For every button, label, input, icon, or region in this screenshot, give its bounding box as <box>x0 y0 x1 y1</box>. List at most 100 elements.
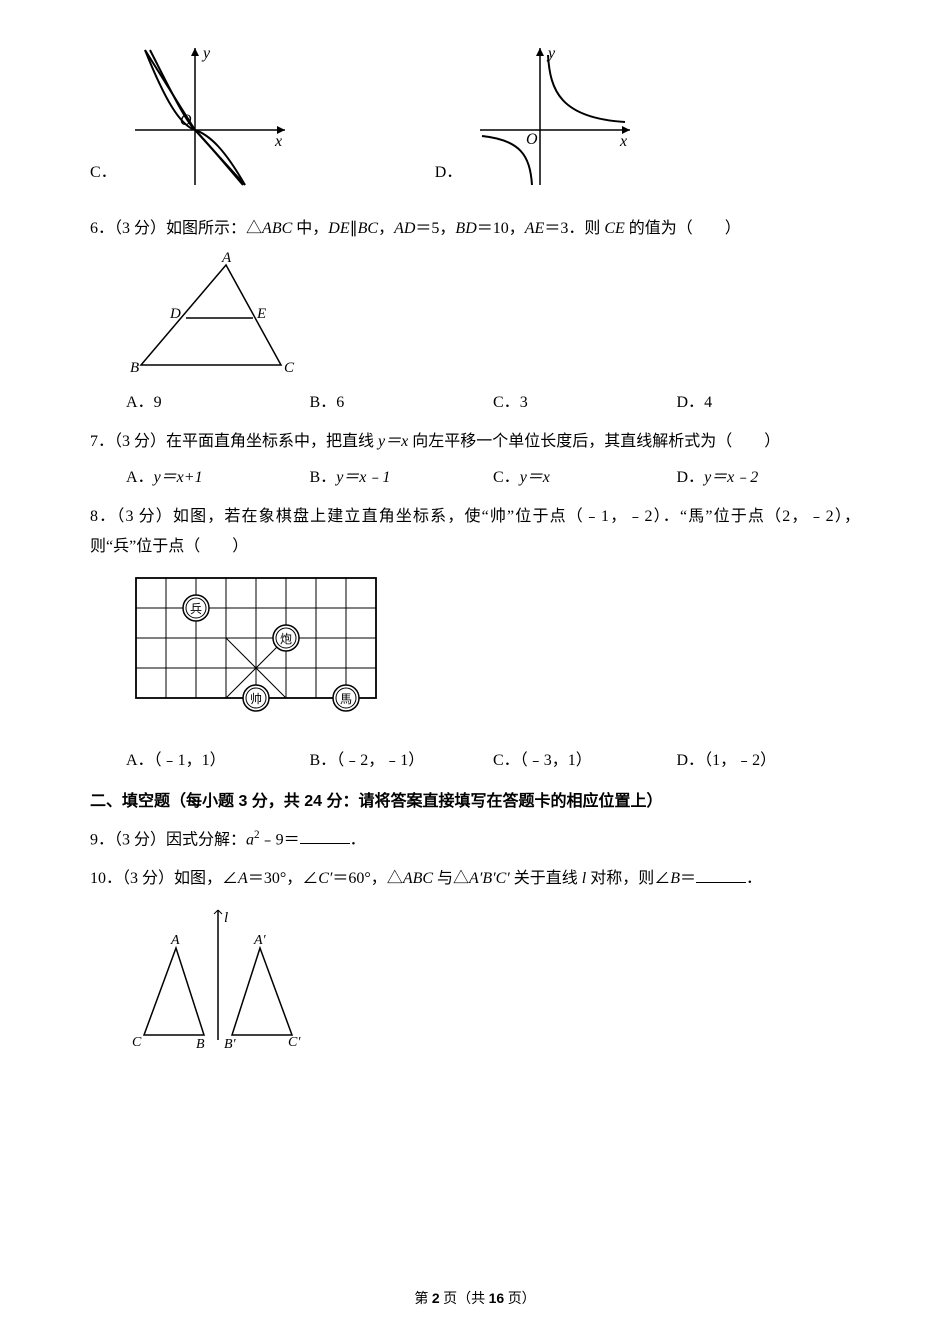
q7-opt-c: C．y＝x <box>493 463 677 493</box>
svg-text:帅: 帅 <box>250 692 262 706</box>
q10-points: （3 分） <box>122 870 174 887</box>
svg-text:x: x <box>619 133 627 150</box>
q10-tail: ＝ <box>680 870 696 887</box>
q5-option-c: C． O x y <box>90 40 295 190</box>
svg-text:C: C <box>132 1035 142 1050</box>
svg-text:D: D <box>169 306 181 322</box>
q8-options: A．（﹣1，1） B．（﹣2，﹣1） C．（﹣3，1） D．（1，﹣2） <box>90 746 860 776</box>
q10-blank <box>696 866 746 883</box>
q6-points: （3 分） <box>114 220 166 237</box>
q7-opt-d: D．y＝x﹣2 <box>677 463 861 493</box>
q10-e60: ＝60°，△ <box>332 870 402 887</box>
svg-text:l: l <box>224 910 228 926</box>
svg-text:兵: 兵 <box>190 602 202 616</box>
q7: 7．（3 分）在平面直角坐标系中，把直线 y＝x 向左平移一个单位长度后，其直线… <box>90 427 860 457</box>
q9-dot: ． <box>350 831 366 848</box>
svg-text:B: B <box>130 360 139 376</box>
q6-e5: ＝5， <box>415 220 455 237</box>
q10-e30: ＝30°，∠ <box>248 870 318 887</box>
q10-reflection: l A B C A′ B′ C′ <box>126 900 316 1050</box>
q9-a: a <box>246 831 254 848</box>
svg-text:E: E <box>256 306 266 322</box>
svg-text:A: A <box>221 250 232 266</box>
q6-e3: ＝3．则 <box>544 220 604 237</box>
q5-graph-row: C． O x y D． <box>90 40 860 190</box>
q6-par: ∥ <box>350 220 358 237</box>
option-d-label: D． <box>435 158 463 190</box>
svg-text:C: C <box>284 360 295 376</box>
q10-ABC: ABC <box>403 870 433 887</box>
svg-text:y: y <box>546 45 556 62</box>
graph-c: O x y <box>125 40 295 190</box>
q10-mid: 与△ <box>433 870 469 887</box>
q10-A: A <box>238 870 248 887</box>
q10-figure: l A B C A′ B′ C′ <box>90 900 860 1050</box>
footer-mid: 页（共 <box>440 1292 489 1307</box>
q5-option-d: D． O x y <box>435 40 641 190</box>
svg-text:O: O <box>526 131 538 148</box>
svg-text:x: x <box>274 133 282 150</box>
exam-page: C． O x y D． <box>0 0 950 1344</box>
q10-dot: ． <box>746 870 762 887</box>
svg-text:B: B <box>196 1037 205 1050</box>
q6-t2: 中， <box>292 220 328 237</box>
footer-total: 16 <box>489 1290 505 1306</box>
footer-post: 页） <box>504 1292 536 1307</box>
q7-yx: y＝x <box>378 433 408 450</box>
piece-ma: 馬 <box>333 685 359 711</box>
q8-opt-c: C．（﹣3，1） <box>493 746 677 776</box>
q8-chessboard: 兵 炮 帅 馬 <box>126 568 386 738</box>
svg-text:炮: 炮 <box>280 632 292 646</box>
q8-t1: 如图，若在象棋盘上建立直角坐标系，使“帅”位于点（﹣1，﹣2）．“馬”位于点（2… <box>90 508 860 555</box>
piece-shuai: 帅 <box>243 685 269 711</box>
footer-page: 2 <box>432 1290 440 1306</box>
q8-opt-b: B．（﹣2，﹣1） <box>310 746 494 776</box>
piece-pao: 炮 <box>273 625 299 651</box>
q6-t3: 的值为（ ） <box>625 220 741 237</box>
q6-opt-b: B．6 <box>310 388 494 418</box>
q6-t1: 如图所示：△ <box>166 220 262 237</box>
q10-num: 10． <box>90 870 122 887</box>
section-2-heading: 二、填空题（每小题 3 分，共 24 分：请将答案直接填写在答题卡的相应位置上） <box>90 787 860 817</box>
q10-t1: 如图，∠ <box>174 870 238 887</box>
q10: 10．（3 分）如图，∠A＝30°，∠C′＝60°，△ABC 与△A′B′C′ … <box>90 864 860 894</box>
q8-opt-a: A．（﹣1，1） <box>126 746 310 776</box>
q10-ApBpCp: A′B′C′ <box>469 870 510 887</box>
q6-opt-d: D．4 <box>677 388 861 418</box>
q10-sym: 对称，则∠ <box>586 870 670 887</box>
q6-ce: CE <box>604 220 624 237</box>
q6-triangle: A B C D E <box>126 250 306 380</box>
q9-e2: ﹣9＝ <box>260 831 300 848</box>
q6-opt-a: A．9 <box>126 388 310 418</box>
q6-abc: ABC <box>262 220 292 237</box>
option-c-label: C． <box>90 158 117 190</box>
q6: 6．（3 分）如图所示：△ABC 中，DE∥BC，AD＝5，BD＝10，AE＝3… <box>90 214 860 244</box>
q8-num: 8． <box>90 508 116 525</box>
q9-num: 9． <box>90 831 114 848</box>
q8-opt-d: D．（1，﹣2） <box>677 746 861 776</box>
footer-pre: 第 <box>414 1292 432 1307</box>
q6-c1: ， <box>378 220 394 237</box>
q6-de: DE <box>328 220 349 237</box>
q7-num: 7． <box>90 433 114 450</box>
q6-options: A．9 B．6 C．3 D．4 <box>90 388 860 418</box>
svg-text:O: O <box>180 112 192 129</box>
graph-d: O x y <box>470 40 640 190</box>
svg-text:A: A <box>170 933 180 948</box>
page-footer: 第 2 页（共 16 页） <box>0 1285 950 1314</box>
q6-bc: BC <box>358 220 378 237</box>
q10-B: B <box>670 870 680 887</box>
q7-points: （3 分） <box>114 433 166 450</box>
q6-ad: AD <box>394 220 415 237</box>
q6-figure: A B C D E <box>90 250 860 380</box>
svg-text:y: y <box>201 45 211 62</box>
svg-text:B′: B′ <box>224 1037 237 1050</box>
svg-text:馬: 馬 <box>340 692 352 706</box>
q7-opt-a: A．y＝x+1 <box>126 463 310 493</box>
q7-t1: 在平面直角坐标系中，把直线 <box>166 433 378 450</box>
q9-blank <box>300 827 350 844</box>
q9-t1: 因式分解： <box>166 831 246 848</box>
q9-points: （3 分） <box>114 831 166 848</box>
q10-about: 关于直线 <box>510 870 582 887</box>
piece-bing: 兵 <box>183 595 209 621</box>
